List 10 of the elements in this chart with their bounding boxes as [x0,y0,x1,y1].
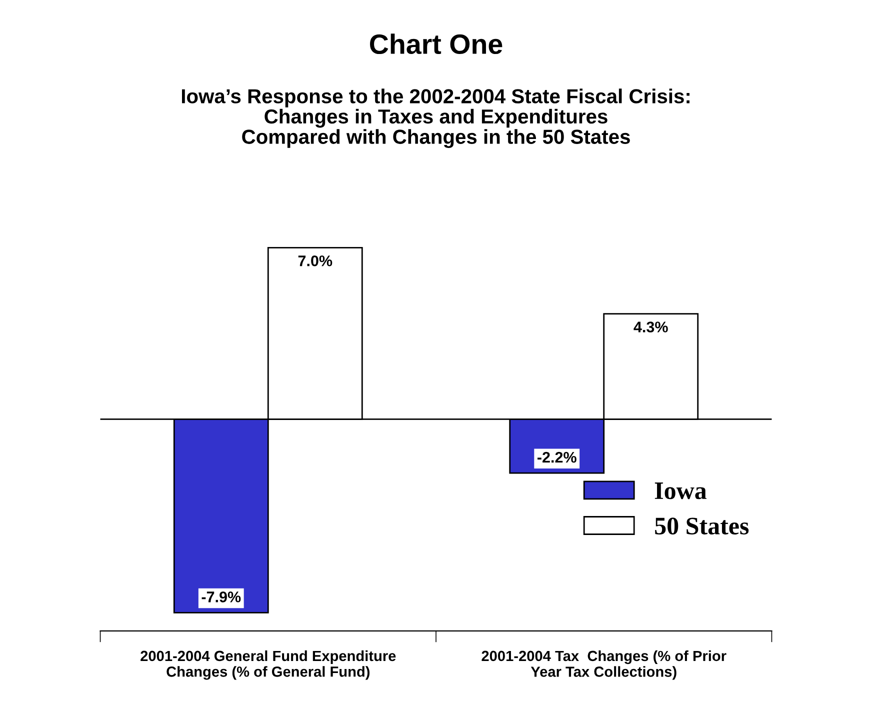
chart-subtitle: Iowa’s Response to the 2002-2004 State Fiscal Crisis: Changes in Taxes and Expenditures Compared with Changes in the 50 States [182,88,690,148]
x-tick-label: 2001-2004 Tax Changes (% of Prior Year Tax Collections) [482,650,726,680]
data-label: 7.0% [298,255,332,266]
legend-label: 50 States [655,518,749,534]
data-label: 4.3% [634,322,668,332]
data-label: -7.9% [202,592,241,602]
x-tick-label: 2001-2004 General Fund Expenditure Changes (% of General Fund) [140,650,396,680]
legend-label: Iowa [654,482,706,500]
chart-title: Chart One [370,34,502,54]
data-label: -2.2% [538,452,576,463]
